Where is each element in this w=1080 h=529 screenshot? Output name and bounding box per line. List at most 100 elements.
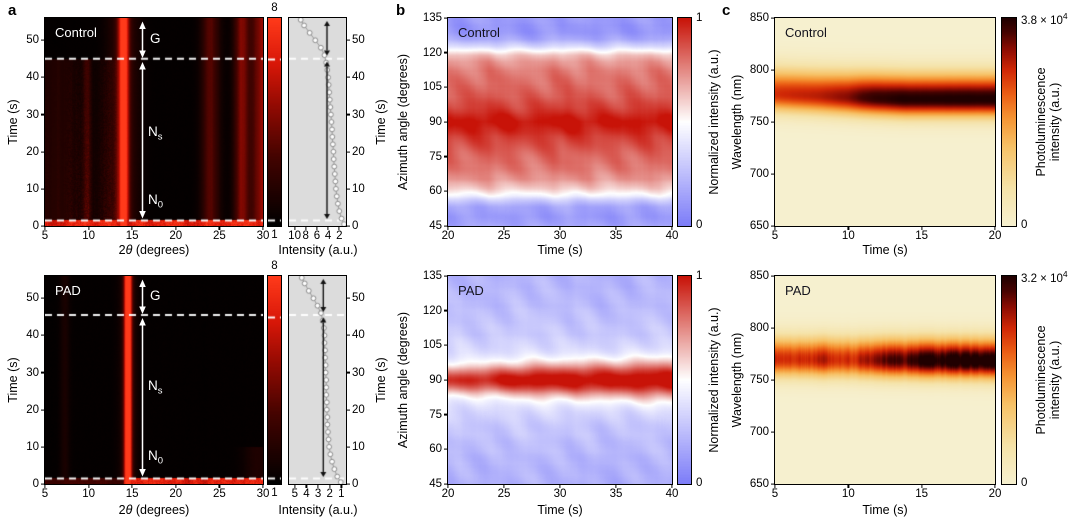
tick-label: 105 <box>423 81 442 93</box>
b1-colorbar-canvas <box>678 18 691 226</box>
tick-label: 35 <box>610 230 623 242</box>
tick-label: 45 <box>429 478 442 490</box>
b1-y-axis-title: Azimuth angle (degrees) <box>396 54 410 190</box>
a2-xrd-heatmap: PAD G Ns N0 5 10 15 20 25 30 0 10 20 30 40 50 <box>45 276 263 484</box>
c1-colorbar-canvas <box>1002 18 1016 226</box>
tick-label: 750 <box>750 116 769 128</box>
tick-label: 60 <box>429 443 442 455</box>
a1-intensity-profile-canvas <box>289 18 346 226</box>
a2-intensity-profile-canvas <box>289 276 346 484</box>
tick-mark <box>294 484 295 488</box>
b1-sample-label: Control <box>458 25 500 40</box>
tick-label: 60 <box>429 185 442 197</box>
c1-sample-label: Control <box>785 25 827 40</box>
tick-label: 90 <box>429 374 442 386</box>
tick-mark <box>848 484 849 488</box>
c1-colorbar-min: 0 <box>1021 219 1027 231</box>
a2-region-n0-label: N0 <box>148 448 163 467</box>
tick-mark <box>175 226 176 230</box>
tick-mark <box>44 226 45 230</box>
tick-mark <box>175 484 176 488</box>
c2-heatmap-canvas <box>775 276 995 484</box>
tick-label: 5 <box>42 488 48 500</box>
tick-mark <box>44 484 45 488</box>
a1-sample-label: Control <box>55 25 97 40</box>
tick-label: 15 <box>126 230 139 242</box>
tick-label: 120 <box>423 47 442 59</box>
c2-y-axis-title: Wavelength (nm) <box>730 333 744 428</box>
tick-label: 20 <box>352 146 365 158</box>
tick-label: 40 <box>26 71 39 83</box>
tick-mark <box>559 484 560 488</box>
tick-label: 20 <box>169 488 182 500</box>
tick-mark <box>921 226 922 230</box>
a1-y-axis-title: Time (s) <box>6 99 20 144</box>
tick-mark <box>615 226 616 230</box>
tick-mark <box>316 226 317 230</box>
tick-label: 10 <box>842 230 855 242</box>
tick-label: 40 <box>26 329 39 341</box>
tick-label: 650 <box>750 478 769 490</box>
figure: a b c Time (s) Control G Ns N0 5 10 15 20 25… <box>0 0 1080 529</box>
tick-label: 120 <box>423 305 442 317</box>
tick-mark <box>88 226 89 230</box>
a1-intensity-axis-title: Intensity (a.u.) <box>278 243 357 257</box>
tick-label: 800 <box>750 322 769 334</box>
b2-heatmap-canvas <box>448 276 672 484</box>
tick-mark <box>294 226 295 230</box>
tick-label: 5 <box>772 230 778 242</box>
tick-mark <box>306 484 307 488</box>
tick-mark <box>615 484 616 488</box>
b2-y-axis-title: Azimuth angle (degrees) <box>396 312 410 448</box>
tick-mark <box>346 298 350 299</box>
tick-label: 20 <box>989 230 1002 242</box>
b1-x-axis-title: Time (s) <box>537 243 582 257</box>
tick-label: 135 <box>423 270 442 282</box>
tick-mark <box>346 446 350 447</box>
b2-sample-label: PAD <box>458 283 484 298</box>
tick-label: 750 <box>750 374 769 386</box>
a1-region-g-label: G <box>150 31 161 46</box>
c2-colorbar-canvas <box>1002 276 1016 484</box>
tick-label: 850 <box>750 270 769 282</box>
tick-label: 800 <box>750 64 769 76</box>
b2-colorbar-canvas <box>678 276 691 484</box>
b1-colorbar <box>678 18 691 226</box>
b1-colorbar-max: 1 <box>696 12 702 24</box>
tick-label: 30 <box>554 230 567 242</box>
tick-label: 10 <box>82 488 95 500</box>
tick-label: 10 <box>82 230 95 242</box>
tick-label: 0 <box>33 220 39 232</box>
tick-mark <box>341 484 342 488</box>
a2-region-g-label: G <box>150 288 161 303</box>
tick-label: 850 <box>750 12 769 24</box>
tick-mark <box>346 372 350 373</box>
b1-azimuth-heatmap: Control 20 25 30 35 40 45 60 75 90 105 120 135 <box>448 18 672 226</box>
a1-colorbar-max: 8 <box>261 2 288 14</box>
tick-mark <box>921 484 922 488</box>
tick-label: 10 <box>352 441 365 453</box>
tick-label: 10 <box>288 230 301 242</box>
tick-label: 5 <box>292 488 298 500</box>
b2-colorbar <box>678 276 691 484</box>
c2-x-axis-title: Time (s) <box>862 503 907 517</box>
tick-label: 45 <box>429 220 442 232</box>
a1-x-axis-title: 2θ (degrees) <box>119 243 190 257</box>
panel-letter-b: b <box>396 2 405 19</box>
tick-label: 20 <box>989 488 1002 500</box>
tick-mark <box>671 226 672 230</box>
a1-intensity-profile-panel: 10 8 6 4 2 0 10 20 30 40 50 <box>289 18 346 226</box>
tick-label: 25 <box>213 230 226 242</box>
b1-colorbar-min: 0 <box>696 219 702 231</box>
tick-mark <box>346 409 350 410</box>
tick-label: 2 <box>327 488 333 500</box>
tick-label: 20 <box>442 230 455 242</box>
tick-mark <box>339 226 340 230</box>
tick-mark <box>671 484 672 488</box>
a1-colorbar-min: 1 <box>261 229 288 241</box>
b1-colorbar-title: Normalized intensity (a.u.) <box>707 49 721 194</box>
tick-label: 30 <box>26 367 39 379</box>
b2-colorbar-title: Normalized intensity (a.u.) <box>707 307 721 452</box>
c1-heatmap-canvas <box>775 18 995 226</box>
tick-label: 4 <box>325 230 331 242</box>
